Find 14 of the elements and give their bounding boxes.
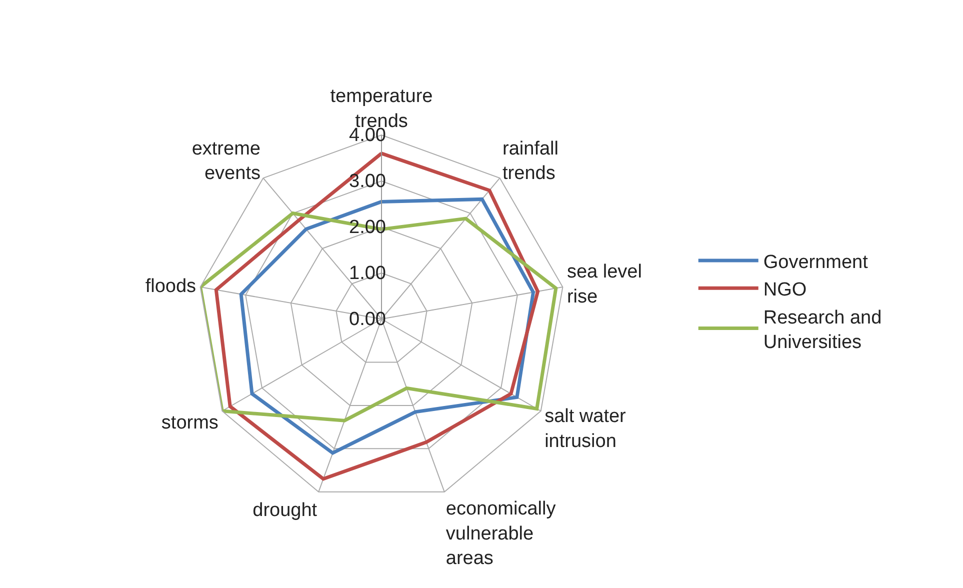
- spoke-label: storms: [161, 412, 218, 434]
- spoke-label: salt water intrusion: [544, 406, 627, 452]
- spoke-label: sea level rise: [566, 262, 642, 308]
- legend-label: Government: [763, 252, 869, 273]
- legend-label: Research and Universities: [763, 307, 882, 353]
- y-tick-label: 0.00: [349, 309, 386, 330]
- y-tick-label: 3.00: [349, 171, 386, 192]
- spoke-label: rainfall trends: [502, 138, 559, 184]
- spoke-label: extreme events: [192, 138, 260, 184]
- spoke-label: drought: [252, 500, 318, 522]
- spoke-label: floods: [145, 276, 196, 298]
- spoke-label: economically vulnerable areas: [446, 498, 556, 569]
- legend-label: NGO: [763, 280, 807, 301]
- y-tick-label: 1.00: [349, 263, 386, 284]
